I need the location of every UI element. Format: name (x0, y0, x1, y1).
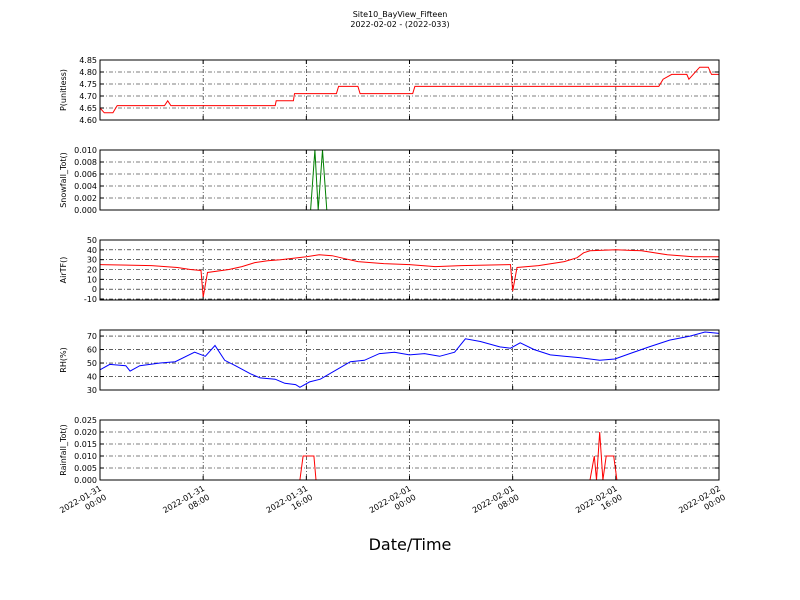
y-tick-label: 4.80 (79, 68, 97, 77)
y-tick-label: 50 (87, 359, 97, 368)
y-tick-label: 0.020 (74, 428, 97, 437)
y-tick-label: 0.004 (74, 182, 97, 191)
y-axis-label: Snowfall_Tot() (59, 152, 68, 208)
y-tick-label: 4.70 (79, 92, 97, 101)
y-axis-label: P(unitless) (59, 69, 68, 111)
y-tick-label: 30 (87, 256, 97, 265)
y-tick-label: 10 (87, 275, 97, 284)
x-tick-label: 2022-02-0200:00 (677, 484, 727, 524)
data-line (99, 66, 719, 114)
y-tick-label: 70 (87, 332, 97, 341)
y-tick-label: 4.65 (79, 104, 97, 113)
y-tick-label: 0.010 (74, 452, 97, 461)
subtitle: 2022-02-02 - (2022-033) (350, 20, 449, 29)
x-axis-label: Date/Time (369, 535, 452, 554)
y-tick-label: 40 (87, 373, 97, 382)
y-tick-label: 0.000 (74, 206, 97, 215)
data-line (99, 249, 719, 298)
x-tick-label: 2022-01-3116:00 (265, 484, 315, 524)
y-tick-label: 60 (87, 346, 97, 355)
plot-frame (99, 59, 720, 121)
x-tick-label: 2022-01-3108:00 (161, 484, 211, 524)
x-tick-label: 2022-02-0100:00 (368, 484, 418, 524)
y-tick-label: 40 (87, 246, 97, 255)
plot-frame (99, 329, 720, 391)
plot-frame (99, 419, 720, 481)
y-tick-label: 50 (87, 236, 97, 245)
x-tick-label: 2022-02-0108:00 (471, 484, 521, 524)
y-tick-label: 0.005 (74, 464, 97, 473)
y-tick-label: 0.000 (74, 476, 97, 485)
y-tick-label: 0.002 (74, 194, 97, 203)
y-tick-label: -10 (84, 295, 97, 304)
y-tick-label: 0 (92, 285, 97, 294)
y-axis-label: Rainfall_Tot() (59, 424, 68, 476)
y-tick-label: 0.025 (74, 416, 97, 425)
x-tick-label: 2022-01-3100:00 (58, 484, 108, 524)
y-axis-label: RH(%) (59, 347, 68, 372)
y-tick-label: 0.008 (74, 158, 97, 167)
title: Site10_BayView_Fifteen (353, 10, 448, 19)
y-tick-label: 4.75 (79, 80, 97, 89)
plot-frame (99, 239, 720, 301)
y-tick-label: 0.010 (74, 146, 97, 155)
plot-frame (99, 149, 720, 211)
y-tick-label: 20 (87, 266, 97, 275)
y-tick-label: 30 (87, 386, 97, 395)
data-line (100, 431, 719, 481)
y-axis-label: AirTF() (59, 257, 68, 284)
y-tick-label: 4.60 (79, 116, 97, 125)
y-tick-label: 4.85 (79, 56, 97, 65)
y-tick-label: 0.015 (74, 440, 97, 449)
x-tick-label: 2022-02-0116:00 (574, 484, 624, 524)
data-line (99, 331, 720, 388)
y-tick-label: 0.006 (74, 170, 97, 179)
